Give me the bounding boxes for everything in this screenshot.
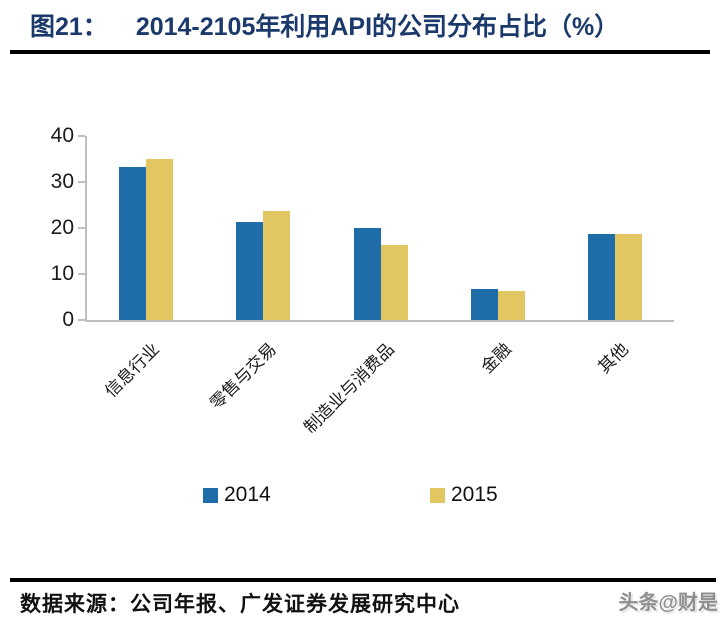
- bar-2015: [263, 210, 291, 320]
- chart-legend: 2014 2015: [0, 483, 724, 509]
- y-tick-label: 20: [50, 216, 74, 239]
- y-tick-mark: [78, 135, 85, 137]
- y-tick-label: 30: [50, 170, 74, 193]
- bar-2014: [236, 222, 264, 320]
- legend-label: 2015: [451, 483, 498, 506]
- category-label: 金融: [477, 339, 515, 378]
- y-tick-mark: [78, 273, 85, 275]
- chart-title-text: 2014-2105年利用API的公司分布占比（%）: [135, 13, 620, 41]
- x-axis-labels: 信息行业 零售与交易 制造业与消费品 金融 其他: [87, 328, 674, 468]
- legend-swatch-icon: [203, 487, 218, 503]
- y-tick-mark: [78, 181, 85, 183]
- bar-2014: [353, 228, 381, 320]
- category-label: 其他: [594, 339, 633, 378]
- category-label: 制造业与消费品: [299, 339, 398, 438]
- chart-title: 图21： 2014-2105年利用API的公司分布占比（%）: [30, 10, 619, 44]
- bar-group: [204, 136, 321, 320]
- y-tick-label: 40: [50, 124, 74, 147]
- bar-group: [557, 136, 674, 320]
- y-tick-label: 10: [50, 262, 74, 285]
- bar-2015: [145, 159, 173, 320]
- bar-2015: [615, 233, 643, 320]
- bar-2014: [470, 289, 498, 320]
- y-tick-mark: [78, 319, 85, 321]
- figure-number: 图21：: [30, 13, 108, 41]
- category-label: 信息行业: [101, 339, 163, 402]
- bar-2014: [118, 166, 146, 320]
- title-divider: [10, 50, 710, 54]
- y-tick-mark: [78, 227, 85, 229]
- bar-2015: [497, 291, 525, 320]
- watermark-text: 头条@财是: [618, 592, 718, 614]
- legend-entry: 2014: [203, 483, 271, 507]
- y-tick-label: 0: [62, 308, 74, 331]
- legend-swatch-icon: [430, 487, 445, 503]
- bar-group: [322, 136, 439, 320]
- legend-label: 2014: [224, 483, 271, 506]
- bar-2015: [380, 245, 408, 320]
- legend-entry: 2015: [430, 483, 498, 507]
- bar-2014: [588, 233, 616, 320]
- bar-group: [439, 136, 556, 320]
- category-label: 零售与交易: [206, 339, 281, 414]
- bar-groups: [87, 136, 674, 320]
- footer-divider: [10, 578, 716, 582]
- bar-group: [87, 136, 204, 320]
- data-source-text: 数据来源：公司年报、广发证券发展研究中心: [20, 593, 460, 616]
- plot-area: 信息行业 零售与交易 制造业与消费品 金融 其他 0 10 20 30 40: [51, 125, 674, 437]
